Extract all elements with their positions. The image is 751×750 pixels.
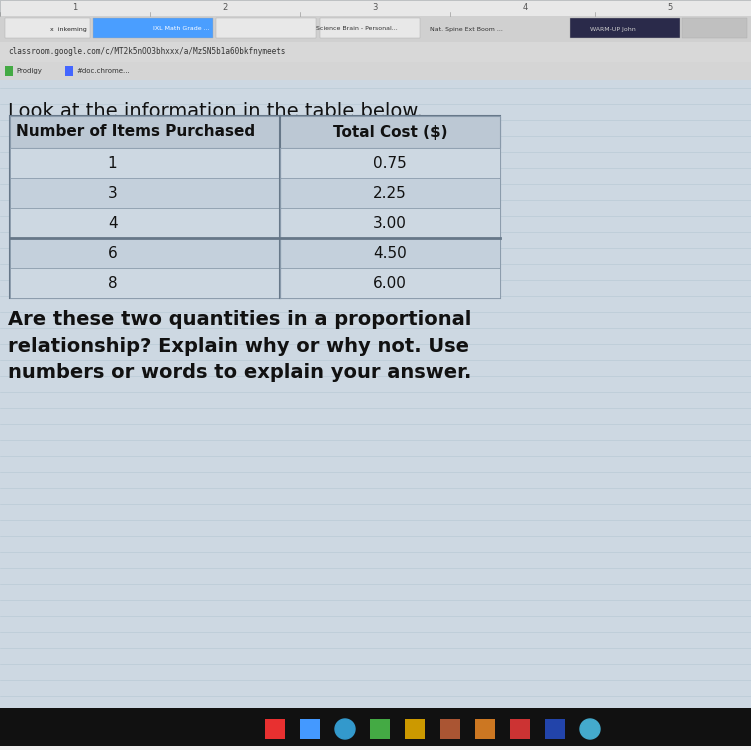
Bar <box>10 116 500 148</box>
Bar <box>510 719 530 739</box>
Bar <box>320 18 420 38</box>
Bar <box>475 719 495 739</box>
Text: 0.75: 0.75 <box>373 155 407 170</box>
Bar <box>5 66 13 76</box>
Text: Science Brain - Personal...: Science Brain - Personal... <box>316 26 398 32</box>
Bar <box>0 708 751 750</box>
Bar <box>300 719 320 739</box>
Text: 4.50: 4.50 <box>373 245 407 260</box>
Text: 2: 2 <box>222 3 228 12</box>
Bar <box>65 66 73 76</box>
Text: Look at the information in the table below.: Look at the information in the table bel… <box>8 102 423 121</box>
Bar <box>570 18 680 38</box>
Bar <box>10 148 500 178</box>
Text: #doc.chrome...: #doc.chrome... <box>76 68 130 74</box>
Text: 5: 5 <box>668 3 673 12</box>
Bar <box>0 80 751 708</box>
Text: 4: 4 <box>108 215 117 230</box>
Bar <box>10 178 500 208</box>
Text: 3: 3 <box>107 185 117 200</box>
Text: Prodigy: Prodigy <box>16 68 42 74</box>
Text: Nat. Spine Ext Boom ...: Nat. Spine Ext Boom ... <box>430 26 503 32</box>
Bar <box>0 0 751 16</box>
Text: 4: 4 <box>523 3 528 12</box>
Bar <box>0 16 751 42</box>
Bar <box>10 208 500 238</box>
Text: Number of Items Purchased: Number of Items Purchased <box>16 124 255 140</box>
Bar <box>440 719 460 739</box>
Bar <box>93 18 213 38</box>
Text: 1: 1 <box>72 3 77 12</box>
Text: IXL Math Grade ...: IXL Math Grade ... <box>153 26 210 32</box>
Bar <box>370 719 390 739</box>
Bar <box>0 746 751 750</box>
Bar <box>545 719 565 739</box>
Bar <box>0 42 751 62</box>
Text: Are these two quantities in a proportional
relationship? Explain why or why not.: Are these two quantities in a proportion… <box>8 310 472 382</box>
Text: 3.00: 3.00 <box>373 215 407 230</box>
Text: 6.00: 6.00 <box>373 275 407 290</box>
Text: 6: 6 <box>107 245 117 260</box>
Circle shape <box>580 719 600 739</box>
Text: 8: 8 <box>108 275 117 290</box>
Text: WARM-UP John: WARM-UP John <box>590 26 636 32</box>
Text: x  inkeming: x inkeming <box>50 26 87 32</box>
Bar <box>10 116 500 298</box>
Bar <box>405 719 425 739</box>
Text: 3: 3 <box>372 3 378 12</box>
Circle shape <box>335 719 355 739</box>
Bar <box>216 18 316 38</box>
Text: 1: 1 <box>108 155 117 170</box>
Text: 2.25: 2.25 <box>373 185 407 200</box>
Bar <box>0 62 751 80</box>
Text: classroom.google.com/c/MT2k5nOO3bhxxx/a/MzSN5b1a60bkfnymeets: classroom.google.com/c/MT2k5nOO3bhxxx/a/… <box>8 47 285 56</box>
Bar <box>5 18 90 38</box>
Bar <box>682 18 747 38</box>
Bar <box>265 719 285 739</box>
Bar <box>10 238 500 268</box>
Text: Total Cost ($): Total Cost ($) <box>333 124 448 140</box>
Bar <box>10 268 500 298</box>
